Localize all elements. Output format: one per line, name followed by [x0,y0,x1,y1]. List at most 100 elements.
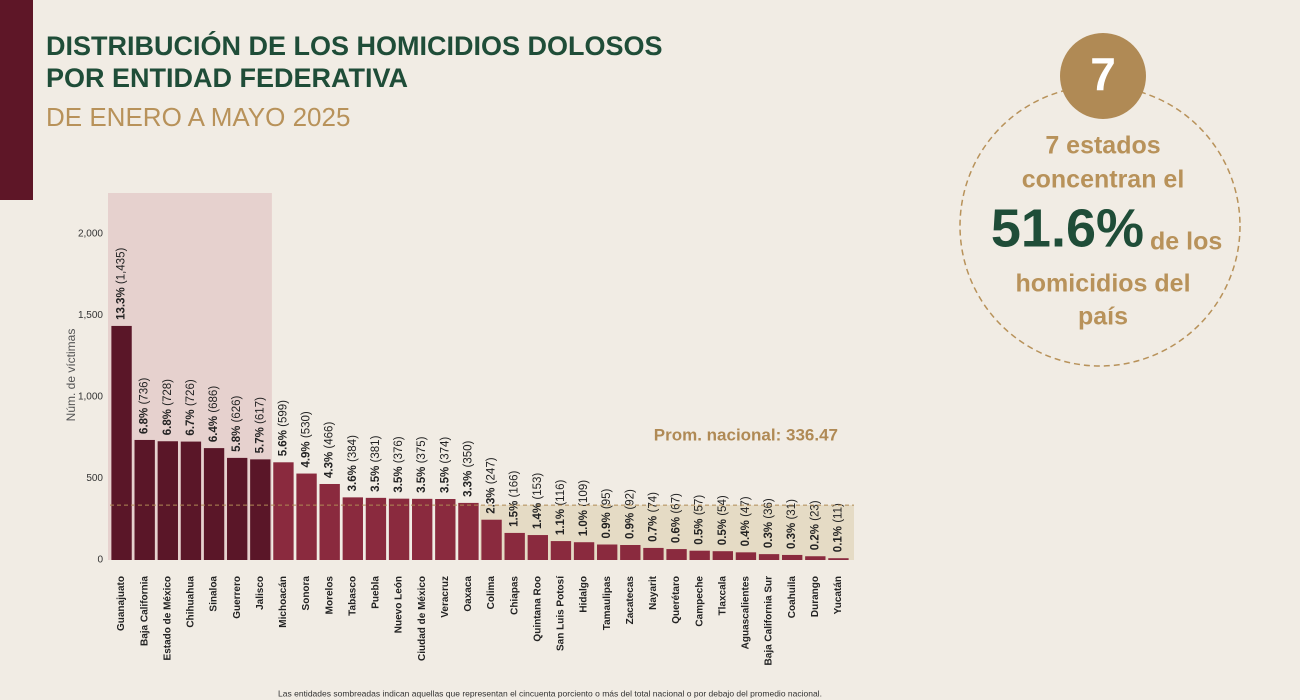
bar [134,439,155,560]
bar [365,497,387,560]
x-tick-label: Colima [486,576,497,610]
value-label: 1.4% (153) [532,473,544,529]
bar [388,498,410,560]
x-tick-label: Coahuila [787,576,798,619]
value-label: 0.3% (31) [786,499,798,549]
x-tick-label: Estado de México [162,576,173,660]
value-label: 3.5% (376) [393,436,405,492]
value-label: 0.4% (47) [740,496,752,546]
value-label: 6.4% (686) [208,386,220,442]
x-tick-label: Quintana Roo [532,576,543,642]
bar [550,541,572,560]
value-label: 0.5% (54) [717,495,729,545]
x-tick-label: Nuevo León [394,576,405,633]
bar [435,498,456,560]
average-label: Prom. nacional: 336.47 [654,425,838,444]
bar [273,462,294,560]
value-label: 0.6% (67) [671,493,683,543]
callout-text: de los [1150,228,1222,256]
x-tick-label: Chihuahua [186,576,197,628]
bar [620,544,641,560]
x-tick-label: San Luis Potosí [556,575,567,651]
badge [1060,33,1146,119]
x-tick-label: Hidalgo [579,576,590,613]
value-label: 1.5% (166) [509,470,521,526]
value-label: 6.8% (728) [162,379,174,435]
y-tick-label: 1,500 [78,310,103,321]
x-tick-label: Chiapas [509,576,520,615]
x-tick-label: Michoacán [278,576,289,628]
x-tick-label: Morelos [324,576,335,615]
y-tick-label: 2,000 [78,228,103,239]
value-label: 4.3% (466) [324,422,336,478]
bar [203,448,225,560]
value-label: 0.2% (23) [809,500,821,550]
value-label: 5.6% (599) [277,400,289,456]
value-label: 0.9% (95) [601,488,613,538]
y-tick-label: 500 [86,473,103,484]
badge-number: 7 [1090,48,1116,100]
y-tick-label: 0 [97,555,103,566]
x-tick-label: Jalisco [255,576,266,610]
value-label: 0.5% (57) [694,495,706,545]
value-label: 0.3% (36) [763,498,775,548]
subtitle: DE ENERO A MAYO 2025 [46,102,350,132]
bar [180,441,202,560]
callout-text: concentran el [1022,166,1185,194]
bar [712,551,733,560]
bar [828,558,849,560]
y-axis-label: Núm. de víctimas [64,329,78,422]
x-tick-label: Guerrero [232,576,243,619]
x-tick-label: Oaxaca [463,576,474,612]
x-tick-label: Yucatán [833,576,844,614]
x-tick-label: Ciudad de México [417,576,428,661]
bar [296,473,317,560]
x-tick-label: Baja California Sur [764,576,775,666]
value-label: 4.9% (530) [301,411,313,467]
bar [227,457,248,560]
x-tick-label: Campeche [694,576,705,627]
bar [782,554,803,560]
value-label: 3.5% (375) [416,436,428,492]
accent-bar [0,0,33,200]
bar [342,497,363,560]
bar [573,542,595,560]
x-tick-label: Durango [810,576,821,617]
title: POR ENTIDAD FEDERATIVA [46,63,408,93]
value-label: 3.5% (381) [370,435,382,491]
value-label: 2.3% (247) [486,457,498,513]
value-label: 0.7% (74) [647,492,659,542]
bar [689,550,710,560]
value-label: 3.6% (384) [347,435,359,491]
footnote: Las entidades sombreadas indican aquella… [278,688,822,698]
bar [319,483,340,560]
bar [504,532,525,560]
value-label: 13.3% (1,435) [116,248,128,320]
x-tick-label: Nayarit [648,575,659,610]
callout-text: 7 estados [1045,132,1160,160]
callout-text: homicidios del [1015,270,1190,298]
value-label: 3.5% (374) [439,437,451,493]
x-tick-label: Tabasco [347,576,358,616]
x-tick-label: Zacatecas [625,576,636,625]
x-tick-label: Guanajuato [116,576,127,631]
bar [481,519,502,560]
value-label: 0.9% (92) [624,489,636,539]
x-tick-label: Sonora [301,576,312,611]
value-label: 1.1% (116) [555,480,567,536]
bar [111,325,132,560]
bar [758,554,780,560]
x-tick-label: Querétaro [671,576,682,624]
value-label: 6.8% (736) [139,378,151,434]
value-label: 1.0% (109) [578,480,590,536]
bar [735,552,757,560]
value-label: 3.3% (350) [462,440,474,496]
bar [250,459,271,560]
x-tick-label: Sinaloa [209,576,220,612]
callout-circle [959,85,1241,367]
bar [643,547,664,560]
value-label: 5.8% (626) [231,395,243,451]
